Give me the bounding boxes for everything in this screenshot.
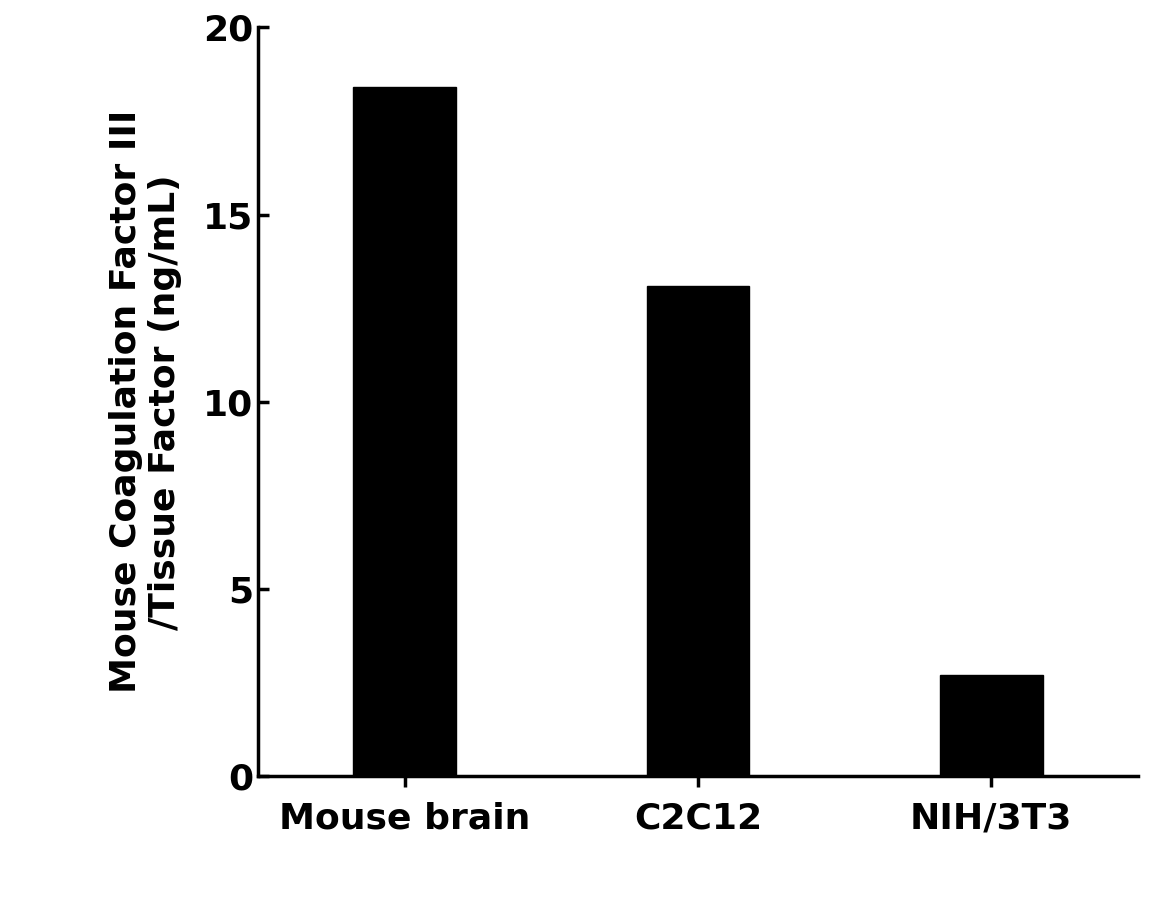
Bar xyxy=(940,675,1043,776)
Y-axis label: Mouse Coagulation Factor III
/Tissue Factor (ng/mL): Mouse Coagulation Factor III /Tissue Fac… xyxy=(109,110,182,693)
Bar xyxy=(353,88,456,776)
Bar xyxy=(646,286,750,776)
